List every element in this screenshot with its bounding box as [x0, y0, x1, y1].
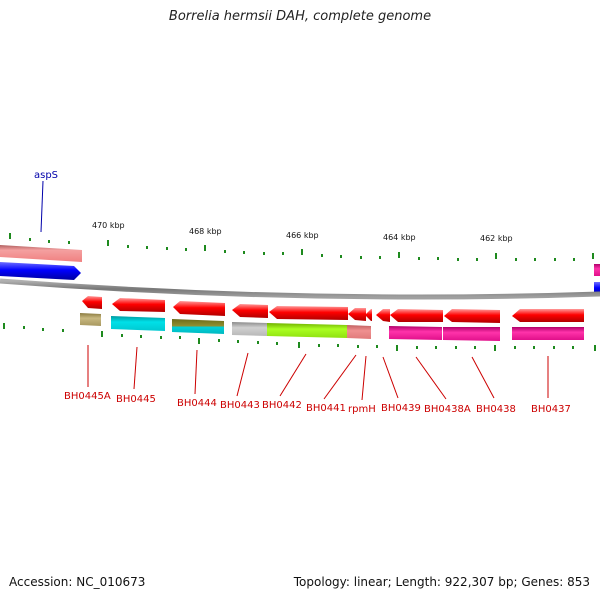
scale-label-468: 468 kbp [189, 227, 222, 236]
gene-label-BH0443[interactable]: BH0443 [220, 400, 260, 411]
gene-arrow-BH0442[interactable] [269, 306, 348, 320]
homolog-bar-BH0438[interactable] [443, 327, 500, 341]
homolog-bar-BH0437[interactable] [512, 327, 584, 340]
gene-arrow-BH0438A[interactable] [390, 309, 443, 322]
homolog-bar-BH0445[interactable] [111, 316, 165, 331]
homolog-bar-BH0442[interactable] [267, 323, 347, 338]
scale-label-470: 470 kbp [92, 221, 125, 230]
gene-label-rpmH[interactable]: rpmH [348, 404, 376, 415]
gene-arrow-BH0445[interactable] [112, 298, 165, 312]
gene-label-BH0438A[interactable]: BH0438A [424, 404, 471, 415]
homolog-bar-BH0441[interactable] [347, 325, 371, 339]
right-edge-gene-arrow[interactable] [594, 282, 600, 295]
genome-summary-text: Topology: linear; Length: 922,307 bp; Ge… [293, 575, 590, 589]
homolog-bar-BH0443[interactable] [232, 322, 267, 336]
gene-arrow-BH0445A[interactable] [82, 296, 102, 309]
gene-label-BH0441[interactable]: BH0441 [306, 403, 346, 414]
right-edge-homolog-bar[interactable] [594, 264, 600, 276]
aspS-gene-arrow[interactable] [0, 262, 81, 280]
gene-arrow-BH0438[interactable] [444, 309, 500, 323]
aspS-pointer-line [40, 180, 44, 233]
gene-arrow-BH0441[interactable] [348, 308, 366, 321]
map-title: Borrelia hermsii DAH, complete genome [168, 9, 432, 24]
homolog-bar-BH0438A[interactable] [389, 326, 442, 340]
gene-arrow-BH0444[interactable] [173, 301, 225, 316]
gene-label-BH0442[interactable]: BH0442 [262, 400, 302, 411]
gene-labels: BH0445A BH0445 BH0444 BH0443 BH0442 BH04… [64, 391, 571, 415]
aspS-homolog-bar[interactable] [0, 245, 82, 262]
gene-label-BH0445A[interactable]: BH0445A [64, 391, 111, 402]
gene-label-BH0437[interactable]: BH0437 [531, 404, 571, 415]
gene-arrow-BH0439[interactable] [376, 309, 390, 322]
scale-label-462: 462 kbp [480, 234, 513, 243]
upper-tick-ring [9, 233, 594, 261]
gene-label-BH0444[interactable]: BH0444 [177, 398, 217, 409]
lower-tick-ring [3, 323, 596, 351]
gene-arrow-BH0443[interactable] [232, 304, 268, 318]
label-pointer-lines [87, 345, 549, 401]
accession-text: Accession: NC_010673 [9, 575, 146, 589]
homolog-bar-BH0444[interactable] [172, 319, 224, 334]
homolog-bar-BH0445A[interactable] [80, 313, 101, 326]
gene-arrow-rpmH[interactable] [365, 309, 372, 321]
gene-label-BH0439[interactable]: BH0439 [381, 403, 421, 414]
scale-labels: 470 kbp 468 kbp 466 kbp 464 kbp 462 kbp [92, 221, 513, 243]
gene-label-BH0438[interactable]: BH0438 [476, 404, 516, 415]
gene-label-BH0445[interactable]: BH0445 [116, 394, 156, 405]
gene-arrow-BH0437[interactable] [512, 309, 584, 322]
genome-backbone [0, 278, 600, 300]
homology-bars [80, 313, 584, 341]
gene-arrows [82, 296, 584, 323]
scale-label-464: 464 kbp [383, 233, 416, 242]
scale-label-466: 466 kbp [286, 231, 319, 240]
aspS-label[interactable]: aspS [34, 170, 58, 181]
